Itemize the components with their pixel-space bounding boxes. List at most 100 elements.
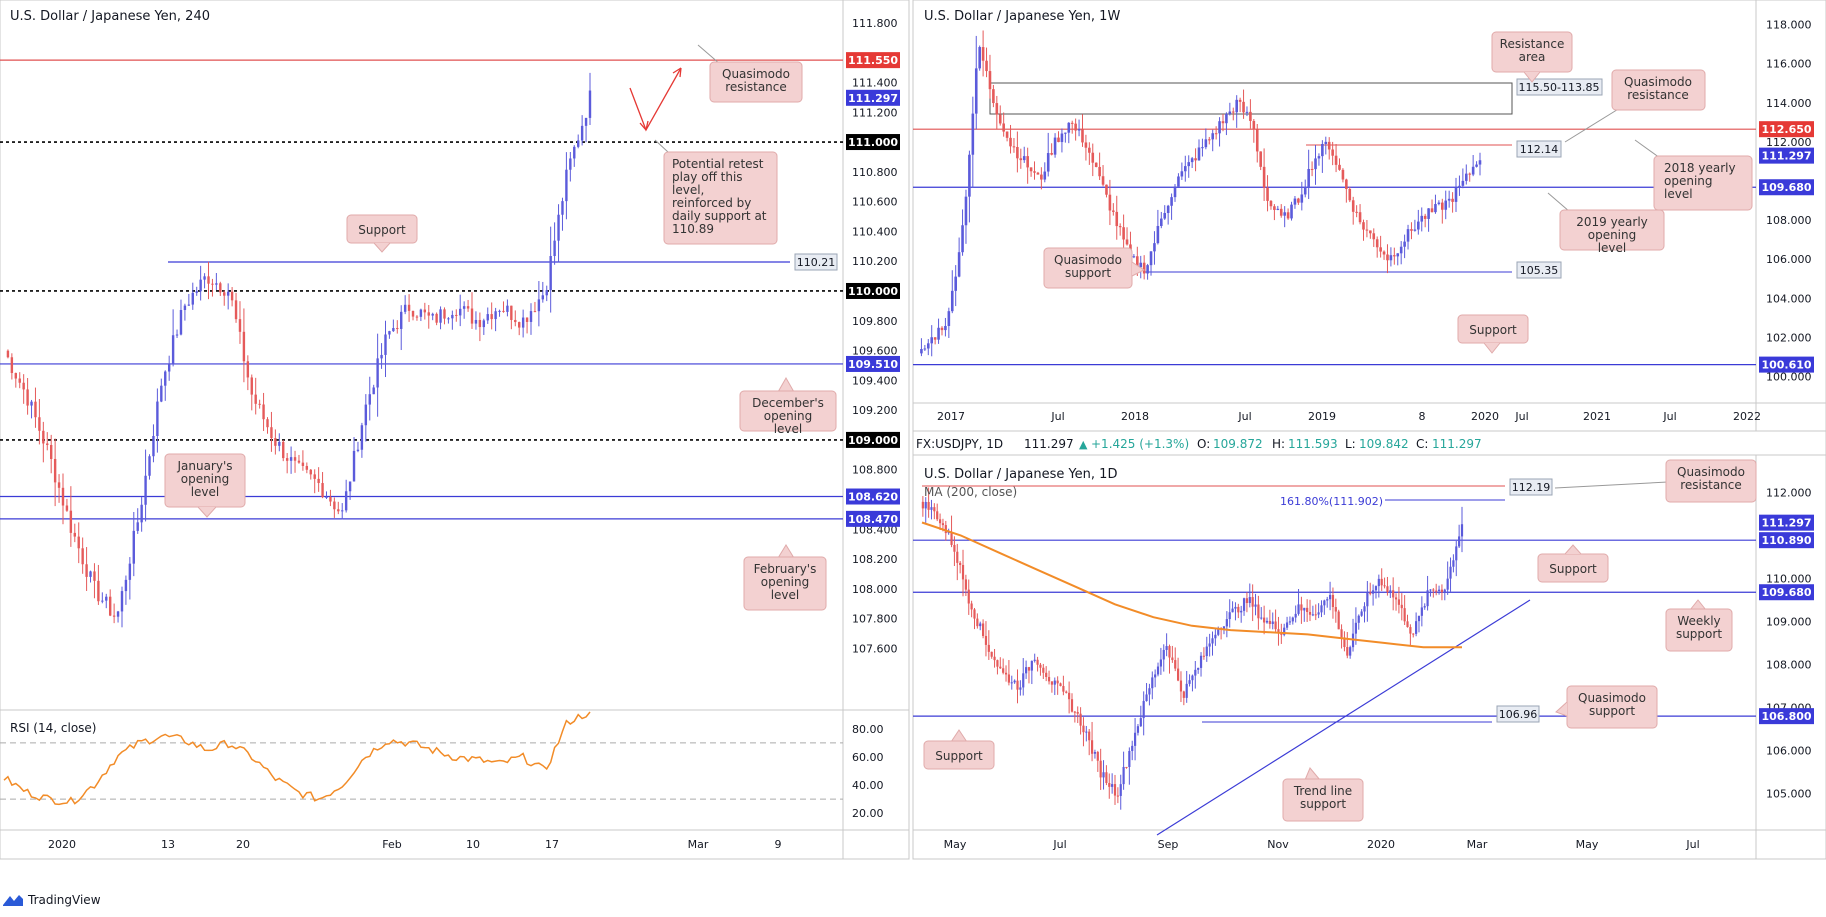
weekly-candle xyxy=(1204,139,1208,148)
price-badge-label: 109.680 xyxy=(1761,586,1811,599)
weekly-candle xyxy=(1365,229,1369,231)
price-tick-label: 111.800 xyxy=(852,17,898,30)
weekly-candle xyxy=(1413,229,1417,231)
weekly-chart-panel[interactable]: 118.000 116.000 114.000 112.000 108.000 106.0… xyxy=(912,0,1826,432)
weekly-candle xyxy=(1249,111,1252,121)
time-label: Jul xyxy=(1514,410,1528,423)
h4-candle xyxy=(46,443,49,445)
h4-candle xyxy=(156,401,159,437)
daily-candle xyxy=(959,562,962,565)
time-label: Jul xyxy=(1052,838,1066,851)
price-badge-label: 111.550 xyxy=(848,54,898,67)
h4-candle xyxy=(580,125,584,141)
price-tick-label: 110.400 xyxy=(852,225,898,238)
weekly-candle xyxy=(1190,158,1194,163)
daily-candle xyxy=(1363,606,1366,612)
price-badge-label: 108.620 xyxy=(848,491,898,504)
weekly-candle xyxy=(1300,194,1304,203)
weekly-candle xyxy=(1290,204,1293,219)
daily-candle xyxy=(1383,585,1386,587)
h4-chart-panel[interactable]: 111.800 111.400 111.200 110.800 110.600 110.4… xyxy=(0,0,910,860)
h4-candle xyxy=(545,290,548,296)
h4-candle xyxy=(108,596,112,616)
daily-candle xyxy=(1283,627,1286,635)
daily-candle xyxy=(1412,633,1415,635)
h4-candle xyxy=(525,317,529,322)
time-label: 10 xyxy=(466,838,480,851)
weekly-candle xyxy=(1183,166,1187,172)
weekly-candle xyxy=(1057,137,1060,143)
h4-candle xyxy=(278,441,281,446)
daily-candle xyxy=(1176,668,1180,681)
daily-candle xyxy=(1090,740,1094,754)
h4-candle xyxy=(211,283,214,285)
daily-candle xyxy=(1251,597,1254,607)
daily-candle xyxy=(1314,614,1317,616)
weekly-candle xyxy=(1273,206,1276,210)
weekly-candle xyxy=(1026,156,1029,168)
time-label: Nov xyxy=(1267,838,1289,851)
weekly-candle xyxy=(1105,184,1108,195)
daily-candle xyxy=(1065,691,1068,693)
h4-candle xyxy=(474,319,478,324)
weekly-callout-resistance-area-text: Resistance area xyxy=(1500,37,1565,64)
price-badge-label: 111.297 xyxy=(1761,517,1811,530)
price-badge xyxy=(846,431,900,448)
price-badge xyxy=(846,52,900,69)
h4-candle xyxy=(459,308,462,316)
daily-candle xyxy=(1260,617,1263,619)
daily-candle xyxy=(1440,589,1444,593)
price-tick-label: 107.800 xyxy=(852,613,898,626)
weekly-candle xyxy=(1341,169,1345,180)
weekly-levels xyxy=(913,128,1756,366)
price-tick-label: 114.000 xyxy=(1766,97,1812,110)
h4-candle xyxy=(65,505,69,511)
daily-candle xyxy=(1420,607,1423,616)
h4-candle xyxy=(238,319,242,332)
weekly-candle xyxy=(1345,179,1348,190)
weekly-candle xyxy=(1314,158,1317,170)
h4-candle xyxy=(376,358,379,388)
weekly-candle xyxy=(1180,171,1184,177)
weekly-candle xyxy=(1218,121,1221,134)
weekly-label-area: 115.50-113.85 xyxy=(1519,81,1600,94)
daily-candle xyxy=(1274,621,1277,630)
daily-candle xyxy=(1254,604,1257,607)
weekly-panel-frame xyxy=(912,0,1826,432)
rsi-tick-label: 80.00 xyxy=(852,723,884,736)
price-tick-label: 110.600 xyxy=(852,196,898,209)
daily-candle xyxy=(1285,622,1289,628)
h4-candle xyxy=(415,316,419,318)
h4-candle xyxy=(289,457,293,461)
h4-candle xyxy=(380,354,383,359)
h4-candle xyxy=(466,306,470,309)
h4-candle xyxy=(38,417,41,431)
tradingview-watermark[interactable]: TradingView xyxy=(2,890,101,910)
price-tick-label: 109.800 xyxy=(852,315,898,328)
daily-candle xyxy=(1128,750,1131,767)
h4-candle xyxy=(329,496,332,502)
daily-candle xyxy=(1108,783,1111,787)
daily-candle xyxy=(990,651,993,657)
weekly-candle xyxy=(1386,254,1389,261)
h4-candle xyxy=(258,403,261,405)
daily-candle xyxy=(1016,680,1019,690)
weekly-candle xyxy=(1379,247,1382,252)
daily-candle xyxy=(1202,655,1206,657)
h4-candle xyxy=(344,491,348,511)
h4-callout-january-text: January's opening level xyxy=(176,459,232,499)
h4-candle xyxy=(325,496,328,498)
weekly-candle xyxy=(1166,205,1170,214)
price-tick-label: 109.000 xyxy=(1766,615,1812,628)
h4-candle xyxy=(561,201,564,215)
daily-chart-panel[interactable]: 112.000110.000109.000108.000107.000106.0… xyxy=(912,430,1826,860)
daily-candle xyxy=(1397,599,1401,605)
h4-candle xyxy=(148,456,151,476)
weekly-candle xyxy=(1362,222,1365,230)
weekly-candle xyxy=(968,154,971,197)
weekly-candle xyxy=(1033,171,1036,173)
daily-candle xyxy=(1073,711,1076,713)
daily-fib-label: 161.80%(111.902) xyxy=(1280,495,1383,508)
weekly-candle xyxy=(1005,131,1009,138)
daily-candle xyxy=(1455,546,1458,561)
